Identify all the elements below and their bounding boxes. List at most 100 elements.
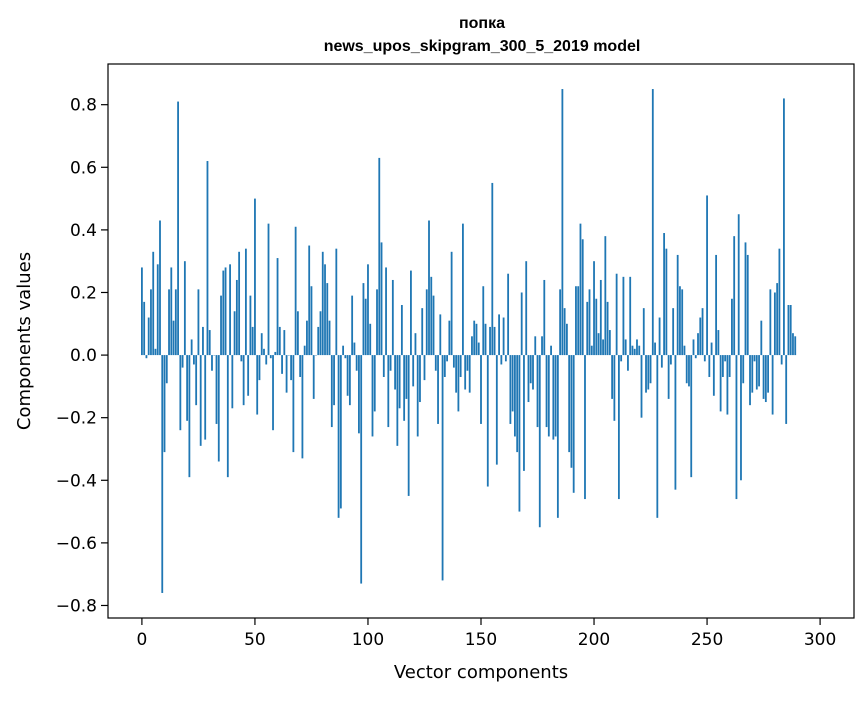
bar-288: [792, 333, 794, 355]
bar-45: [243, 355, 245, 405]
bar-102: [372, 355, 374, 436]
bar-55: [265, 355, 267, 364]
bar-99: [365, 299, 367, 355]
bar-154: [489, 327, 491, 355]
bar-6: [155, 349, 157, 355]
bar-52: [259, 355, 261, 380]
bar-217: [632, 346, 634, 355]
bar-47: [247, 355, 249, 396]
bar-51: [256, 355, 258, 414]
bar-88: [340, 355, 342, 508]
bar-209: [613, 355, 615, 421]
bar-48: [250, 296, 252, 355]
bar-194: [580, 224, 582, 355]
bar-63: [283, 330, 285, 355]
bar-278: [769, 289, 771, 355]
bar-54: [263, 349, 265, 355]
bar-66: [290, 355, 292, 380]
bar-10: [164, 355, 166, 452]
bar-163: [509, 355, 511, 424]
bar-256: [720, 355, 722, 411]
bar-245: [695, 355, 697, 358]
bar-162: [507, 274, 509, 355]
bar-159: [500, 355, 502, 364]
bar-124: [421, 308, 423, 355]
bar-215: [627, 355, 629, 371]
bar-67: [292, 355, 294, 452]
bar-53: [261, 333, 263, 355]
bar-69: [297, 311, 299, 355]
bar-59: [274, 352, 276, 355]
bar-115: [401, 305, 403, 355]
bar-192: [575, 286, 577, 355]
bar-9: [161, 355, 163, 593]
bar-200: [593, 261, 595, 355]
bar-43: [238, 252, 240, 355]
bar-248: [702, 308, 704, 355]
bar-112: [394, 355, 396, 389]
bar-184: [557, 355, 559, 518]
bar-35: [220, 296, 222, 355]
bar-279: [772, 355, 774, 414]
bar-46: [245, 249, 247, 355]
y-tick-label-5: 0.2: [70, 283, 97, 303]
bar-126: [426, 289, 428, 355]
bar-205: [604, 236, 606, 355]
bar-158: [498, 314, 500, 355]
bar-92: [349, 355, 351, 405]
chart-title-line2: news_upos_skipgram_300_5_2019 model: [324, 38, 641, 55]
bar-243: [690, 355, 692, 477]
bar-259: [727, 355, 729, 414]
bar-195: [582, 239, 584, 355]
bar-118: [408, 355, 410, 496]
bar-287: [790, 305, 792, 355]
bar-251: [708, 355, 710, 377]
bar-223: [645, 355, 647, 393]
bar-167: [519, 355, 521, 512]
bar-85: [333, 355, 335, 405]
bar-18: [182, 355, 184, 368]
bar-191: [573, 355, 575, 493]
bar-239: [681, 289, 683, 355]
bar-15: [175, 289, 177, 355]
bar-5: [152, 252, 154, 355]
bar-234: [670, 355, 672, 364]
bar-228: [656, 355, 658, 518]
bar-114: [399, 355, 401, 408]
bar-270: [751, 355, 753, 393]
bar-219: [636, 339, 638, 355]
bar-136: [448, 321, 450, 355]
bar-247: [699, 318, 701, 356]
bar-83: [329, 321, 331, 355]
bar-74: [308, 246, 310, 356]
bar-273: [758, 355, 760, 386]
x-tick-label-150: 150: [465, 630, 497, 650]
bar-2: [146, 355, 148, 358]
bar-11: [166, 355, 168, 383]
bar-94: [354, 343, 356, 356]
bar-155: [491, 183, 493, 355]
bar-188: [566, 324, 568, 355]
bar-137: [451, 252, 453, 355]
bar-210: [616, 274, 618, 355]
x-tick-label-250: 250: [691, 630, 723, 650]
bar-38: [227, 355, 229, 477]
bar-7: [157, 264, 159, 355]
bar-3: [148, 318, 150, 356]
bar-271: [754, 355, 756, 361]
bar-216: [629, 277, 631, 355]
bar-68: [295, 227, 297, 355]
bar-237: [677, 255, 679, 355]
bar-276: [765, 355, 767, 402]
bar-96: [358, 355, 360, 433]
bar-286: [788, 305, 790, 355]
bar-95: [356, 355, 358, 371]
bar-61: [279, 327, 281, 355]
bar-90: [344, 355, 346, 358]
bar-103: [374, 355, 376, 411]
bar-257: [722, 355, 724, 377]
bar-144: [467, 355, 469, 371]
bar-129: [433, 296, 435, 355]
bar-41: [234, 311, 236, 355]
